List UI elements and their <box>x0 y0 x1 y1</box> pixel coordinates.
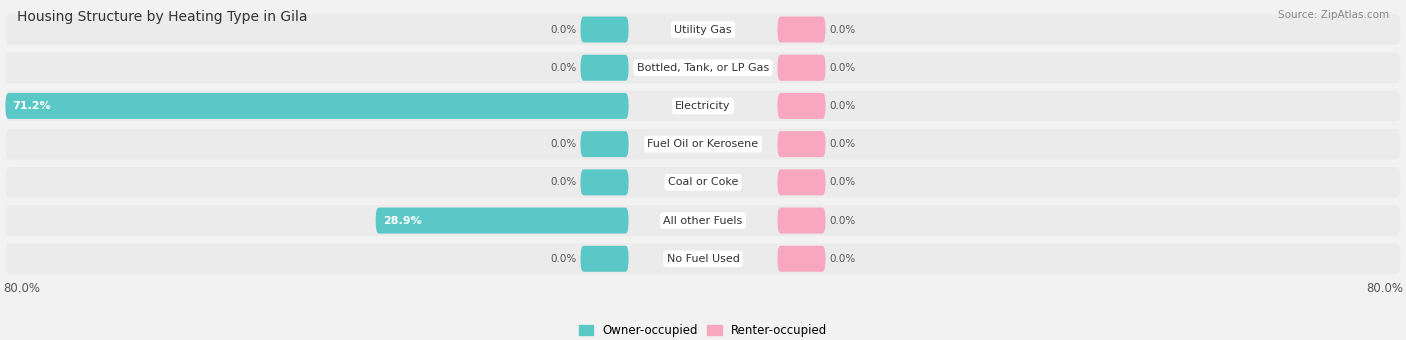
Text: 0.0%: 0.0% <box>551 177 576 187</box>
FancyBboxPatch shape <box>778 17 825 42</box>
Text: Electricity: Electricity <box>675 101 731 111</box>
Text: 80.0%: 80.0% <box>1367 283 1403 295</box>
FancyBboxPatch shape <box>6 243 1400 274</box>
Text: Utility Gas: Utility Gas <box>675 24 731 35</box>
Text: Bottled, Tank, or LP Gas: Bottled, Tank, or LP Gas <box>637 63 769 73</box>
FancyBboxPatch shape <box>6 205 1400 236</box>
Text: 28.9%: 28.9% <box>382 216 422 225</box>
Text: No Fuel Used: No Fuel Used <box>666 254 740 264</box>
Text: 0.0%: 0.0% <box>551 24 576 35</box>
Text: 0.0%: 0.0% <box>551 254 576 264</box>
Text: Source: ZipAtlas.com: Source: ZipAtlas.com <box>1278 10 1389 20</box>
Text: Housing Structure by Heating Type in Gila: Housing Structure by Heating Type in Gil… <box>17 10 308 24</box>
Text: All other Fuels: All other Fuels <box>664 216 742 225</box>
FancyBboxPatch shape <box>581 246 628 272</box>
Text: 0.0%: 0.0% <box>551 139 576 149</box>
Text: 0.0%: 0.0% <box>830 101 855 111</box>
FancyBboxPatch shape <box>778 55 825 81</box>
FancyBboxPatch shape <box>6 91 1400 121</box>
FancyBboxPatch shape <box>581 17 628 42</box>
FancyBboxPatch shape <box>778 208 825 234</box>
Text: 0.0%: 0.0% <box>830 177 855 187</box>
Text: 0.0%: 0.0% <box>830 139 855 149</box>
FancyBboxPatch shape <box>6 14 1400 45</box>
Text: 0.0%: 0.0% <box>830 24 855 35</box>
Text: Coal or Coke: Coal or Coke <box>668 177 738 187</box>
FancyBboxPatch shape <box>778 169 825 195</box>
Text: 71.2%: 71.2% <box>13 101 51 111</box>
FancyBboxPatch shape <box>581 131 628 157</box>
FancyBboxPatch shape <box>375 208 628 234</box>
FancyBboxPatch shape <box>778 93 825 119</box>
FancyBboxPatch shape <box>581 55 628 81</box>
Text: 0.0%: 0.0% <box>551 63 576 73</box>
FancyBboxPatch shape <box>581 169 628 195</box>
Text: Fuel Oil or Kerosene: Fuel Oil or Kerosene <box>647 139 759 149</box>
Text: 0.0%: 0.0% <box>830 254 855 264</box>
FancyBboxPatch shape <box>6 167 1400 198</box>
Text: 80.0%: 80.0% <box>3 283 39 295</box>
FancyBboxPatch shape <box>6 52 1400 83</box>
Legend: Owner-occupied, Renter-occupied: Owner-occupied, Renter-occupied <box>574 319 832 340</box>
FancyBboxPatch shape <box>778 131 825 157</box>
FancyBboxPatch shape <box>6 93 628 119</box>
FancyBboxPatch shape <box>778 246 825 272</box>
Text: 0.0%: 0.0% <box>830 63 855 73</box>
FancyBboxPatch shape <box>6 129 1400 159</box>
Text: 0.0%: 0.0% <box>830 216 855 225</box>
